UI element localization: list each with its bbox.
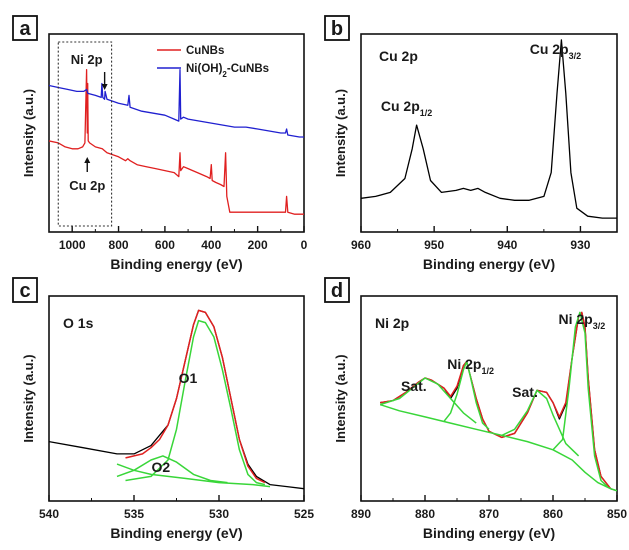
annotation-ni2p12: Ni 2p1/2	[447, 356, 494, 376]
x-tick-label: 535	[124, 507, 144, 521]
panel-title: Ni 2p	[375, 315, 409, 331]
series-group	[49, 309, 304, 490]
x-axis-label: Binding energy (eV)	[110, 525, 242, 541]
x-axis-label: Binding energy (eV)	[423, 525, 555, 541]
x-axis-label: Binding energy (eV)	[110, 256, 242, 272]
annotation-sat-1: Sat.	[401, 378, 427, 394]
x-tick-label: 960	[351, 238, 371, 252]
panel-label-text: c	[19, 280, 30, 302]
x-axis-label: Binding energy (eV)	[423, 256, 555, 272]
panel-label-text: b	[331, 18, 343, 40]
legend-entry: Ni(OH)2-CuNBs	[186, 63, 269, 79]
x-tick-label: 890	[351, 507, 371, 521]
x-tick-label: 940	[497, 238, 517, 252]
x-tick-label: 600	[155, 238, 175, 252]
x-tick-label: 540	[39, 507, 59, 521]
panel-label-box	[12, 277, 38, 303]
annotation-cu2p: Cu 2p	[69, 178, 105, 193]
series-group	[361, 39, 617, 219]
series-line-fit-envelope	[380, 311, 612, 490]
series-line-cunbs	[49, 68, 304, 215]
series-line-background	[116, 463, 271, 488]
x-tick-label: 0	[301, 238, 308, 252]
panel-label: d	[324, 277, 350, 303]
panel-b: b 960 950 940 930 Binding energy (eV) Intensit…	[324, 15, 618, 272]
annotation-o1: O1	[179, 370, 198, 386]
x-tick-label: 880	[415, 507, 435, 521]
series-group	[49, 68, 304, 215]
annotation-o2: O2	[152, 459, 171, 475]
x-tick-label: 870	[479, 507, 499, 521]
series-line-measured	[380, 311, 617, 492]
legend-entry: CuNBs	[186, 45, 224, 57]
panel-d: d 890 880 870 860 850 Binding energy (eV) Inten…	[324, 277, 627, 541]
legend: CuNBs Ni(OH)2-CuNBs	[157, 45, 269, 79]
panel-label-text: d	[331, 280, 343, 302]
panel-label-box	[324, 15, 350, 41]
y-axis-label: Intensity (a.u.)	[333, 354, 348, 442]
plot-frame	[360, 33, 618, 233]
x-tick-label: 930	[570, 238, 590, 252]
annotation-ni2p32: Ni 2p3/2	[559, 311, 606, 331]
panel-label: a	[12, 15, 38, 41]
y-axis-label: Intensity (a.u.)	[21, 89, 36, 177]
arrow-ni2p-head	[101, 84, 108, 90]
plot-frame	[48, 33, 305, 233]
series-line-satellite-component	[501, 389, 580, 457]
series-line-o2-component	[116, 455, 228, 484]
x-tick-label: 860	[543, 507, 563, 521]
panel-a: a 1000 800 600 400 200 0 Binding energy (eV) Int…	[12, 15, 308, 272]
x-tick-label: 525	[294, 507, 314, 521]
series-line-series	[361, 39, 617, 219]
panel-label-box	[12, 15, 38, 41]
panel-label-text: a	[19, 18, 31, 40]
y-axis-label: Intensity (a.u.)	[333, 89, 348, 177]
series-line-satellite-component	[379, 377, 477, 424]
series-line-ni-2p1-2-component	[443, 360, 490, 430]
y-axis-label: Intensity (a.u.)	[21, 354, 36, 442]
x-tick-label: 200	[248, 238, 268, 252]
x-tick-label: 1000	[59, 238, 86, 252]
highlight-box	[57, 41, 113, 227]
series-line-fit-envelope	[125, 309, 266, 484]
annotation-ni2p: Ni 2p	[71, 52, 103, 67]
series-line-background	[379, 403, 617, 492]
panel-label-box	[324, 277, 350, 303]
arrow-cu2p-head	[84, 157, 91, 163]
x-tick-label: 530	[209, 507, 229, 521]
annotation-cu2p12: Cu 2p1/2	[381, 98, 432, 118]
panel-label: b	[324, 15, 350, 41]
x-tick-label: 950	[424, 238, 444, 252]
series-line-ni-2p3-2-component	[552, 311, 608, 488]
series-line-o1-component	[125, 319, 266, 486]
x-tick-label: 400	[201, 238, 221, 252]
annotation-sat-2: Sat.	[512, 384, 538, 400]
series-group	[379, 311, 617, 492]
panel-label: c	[12, 277, 38, 303]
panel-title: Cu 2p	[379, 48, 418, 64]
annotation-cu2p32: Cu 2p3/2	[530, 41, 581, 61]
x-tick-label: 800	[109, 238, 129, 252]
panel-c: c 540 535 530 525 Binding energy (eV) Intensit…	[12, 277, 314, 541]
panel-title: O 1s	[63, 315, 94, 331]
series-line-ni-oh-2-cunbs	[49, 68, 304, 138]
x-tick-label: 850	[607, 507, 627, 521]
